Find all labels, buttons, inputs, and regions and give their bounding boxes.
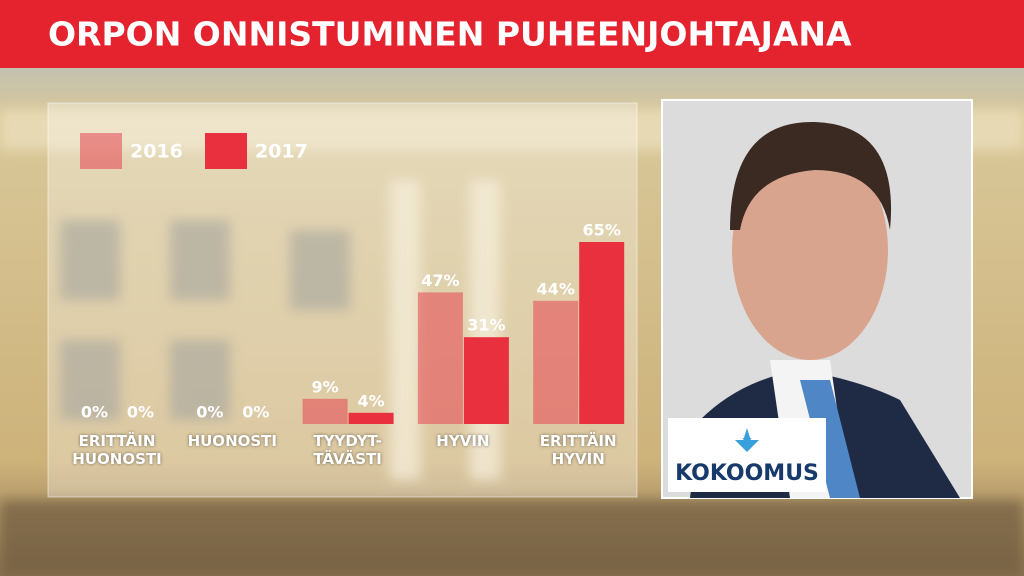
value-label: 0%: [81, 403, 108, 422]
value-label: 4%: [358, 391, 385, 410]
value-label: 31%: [467, 316, 505, 335]
category-label: HYVIN: [436, 432, 490, 450]
logo-text: KOKOOMUS: [675, 461, 819, 486]
category-label: TYYDYT- TÄVÄSTI: [313, 432, 382, 468]
legend-swatch: [80, 133, 122, 169]
legend-label: 2016: [130, 141, 183, 163]
value-label: 44%: [537, 279, 575, 298]
legend-label: 2017: [255, 141, 308, 163]
logo-icon: [735, 428, 759, 452]
bar: [533, 300, 579, 424]
bar: [579, 242, 625, 424]
bar: [348, 412, 394, 424]
chart-panel: [47, 102, 638, 498]
value-label: 9%: [312, 377, 339, 396]
value-label: 0%: [127, 403, 154, 422]
bar: [417, 292, 463, 424]
header-bar: [0, 0, 1024, 68]
category-label: HUONOSTI: [187, 432, 277, 450]
category-label: ERITTÄIN HYVIN: [539, 432, 617, 468]
chart-title: ORPON ONNISTUMINEN PUHEENJOHTAJANA: [48, 15, 852, 54]
legend-swatch: [205, 133, 247, 169]
category-label: ERITTÄIN HUONOSTI: [72, 432, 162, 468]
bar: [463, 337, 509, 424]
bar: [302, 398, 348, 424]
value-label: 47%: [421, 271, 459, 290]
value-label: 0%: [242, 403, 269, 422]
value-label: 0%: [196, 403, 223, 422]
value-label: 65%: [583, 221, 621, 240]
